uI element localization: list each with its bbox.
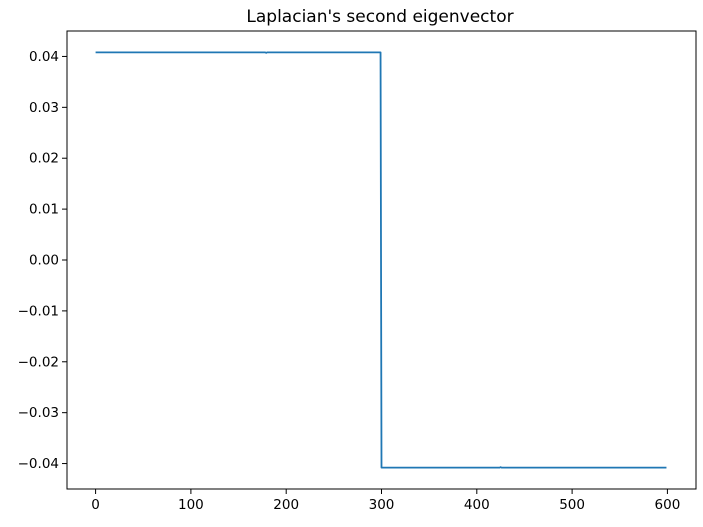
y-tick-label: 0.02 bbox=[29, 151, 59, 167]
y-tick-label: −0.04 bbox=[18, 456, 59, 472]
x-tick-label: 100 bbox=[178, 497, 204, 513]
y-tick-label: 0.04 bbox=[29, 49, 59, 65]
x-tick-label: 600 bbox=[655, 497, 681, 513]
y-tick-label: −0.01 bbox=[18, 303, 59, 319]
x-tick-label: 200 bbox=[273, 497, 299, 513]
x-tick-label: 500 bbox=[559, 497, 585, 513]
plot-frame bbox=[66, 30, 697, 490]
y-tick-label: 0.01 bbox=[29, 202, 59, 218]
series-line-0 bbox=[95, 51, 667, 469]
y-tick-label: 0.03 bbox=[29, 100, 59, 116]
y-tick-label: −0.02 bbox=[18, 354, 59, 370]
y-tick-label: −0.03 bbox=[18, 405, 59, 421]
chart-title: Laplacian's second eigenvector bbox=[246, 7, 513, 27]
y-tick-label: 0.00 bbox=[29, 253, 59, 269]
x-tick-label: 300 bbox=[369, 497, 395, 513]
x-tick-label: 400 bbox=[464, 497, 490, 513]
x-tick-label: 0 bbox=[91, 497, 100, 513]
